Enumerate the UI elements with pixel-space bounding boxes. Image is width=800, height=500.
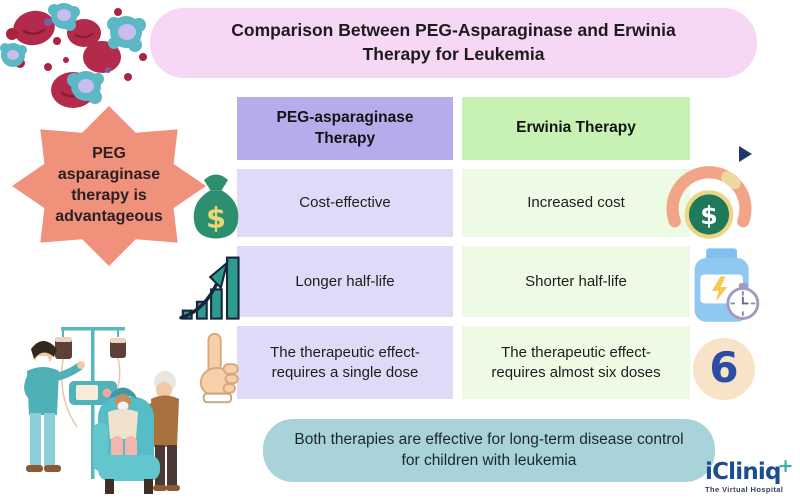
iclinic-logo: iCliniq + The Virtual Hospital <box>705 457 794 495</box>
column-header-peg: PEG-asparaginase Therapy <box>237 97 453 160</box>
dose-count-badge: 6 <box>693 338 755 400</box>
logo-tagline: The Virtual Hospital <box>705 485 784 494</box>
table-cell-peg-dose: The therapeutic effect- requires a singl… <box>237 326 453 399</box>
infusion-scene-illustration <box>24 327 180 494</box>
table-cell-peg-halflife: Longer half-life <box>237 246 453 317</box>
table-cell-peg-cost: Cost-effective <box>237 169 453 237</box>
play-triangle-icon <box>739 146 752 162</box>
dollar-glyph: $ <box>700 201 718 230</box>
table-cell-erwinia-dose: The therapeutic effect- requires almost … <box>462 326 690 399</box>
dose-count-number: 6 <box>709 342 739 392</box>
table-cell-erwinia-halflife: Shorter half-life <box>462 246 690 317</box>
nurse-figure <box>24 341 85 472</box>
money-bag-icon: $ <box>193 174 239 239</box>
growth-chart-icon <box>179 256 240 320</box>
table-cell-erwinia-cost: Increased cost <box>462 169 690 237</box>
leukemia-cells <box>0 3 146 104</box>
footer-note: Both therapies are effective for long-te… <box>263 419 715 482</box>
dollar-glyph: $ <box>206 200 226 234</box>
page-title: Comparison Between PEG-Asparaginase and … <box>150 8 757 78</box>
logo-wordmark: iCliniq <box>705 459 781 485</box>
medicine-timer-icon <box>694 248 760 322</box>
comparison-table: PEG-asparaginase Therapy Erwinia Therapy… <box>237 97 690 399</box>
star-callout: PEG asparaginase therapy is advantageous <box>12 106 206 266</box>
column-header-erwinia: Erwinia Therapy <box>462 97 690 160</box>
plus-icon: + <box>777 455 794 477</box>
dollar-gauge-icon: $ <box>666 166 752 239</box>
patient-figure <box>93 387 160 494</box>
blood-cells-illustration <box>0 3 147 108</box>
star-callout-text: PEG asparaginase therapy is advantageous <box>55 145 163 225</box>
pointing-finger-icon <box>199 332 239 404</box>
